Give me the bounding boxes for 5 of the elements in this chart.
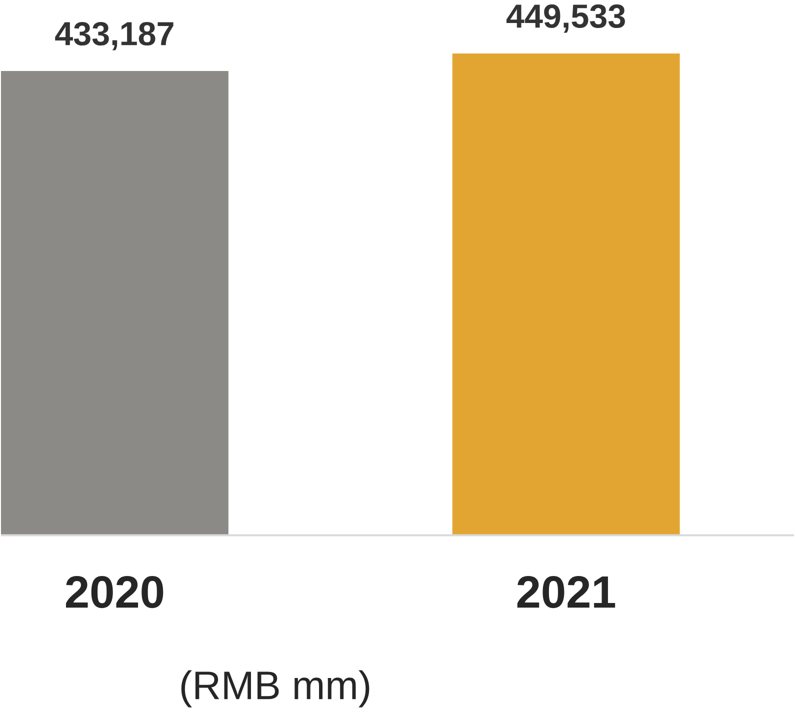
text: (RMB mm) bbox=[181, 670, 370, 708]
x-tick-label: 2020 bbox=[66, 576, 164, 608]
data-label: 449,533 bbox=[506, 4, 625, 33]
data-label: 433,187 bbox=[55, 22, 174, 50]
x-tick-label: 2021 bbox=[517, 576, 616, 608]
